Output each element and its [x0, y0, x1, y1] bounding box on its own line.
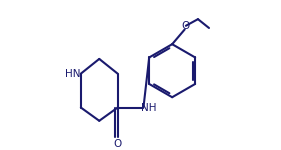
- Text: O: O: [182, 21, 190, 31]
- Text: HN: HN: [65, 69, 80, 79]
- Text: NH: NH: [141, 103, 156, 112]
- Text: O: O: [114, 139, 122, 149]
